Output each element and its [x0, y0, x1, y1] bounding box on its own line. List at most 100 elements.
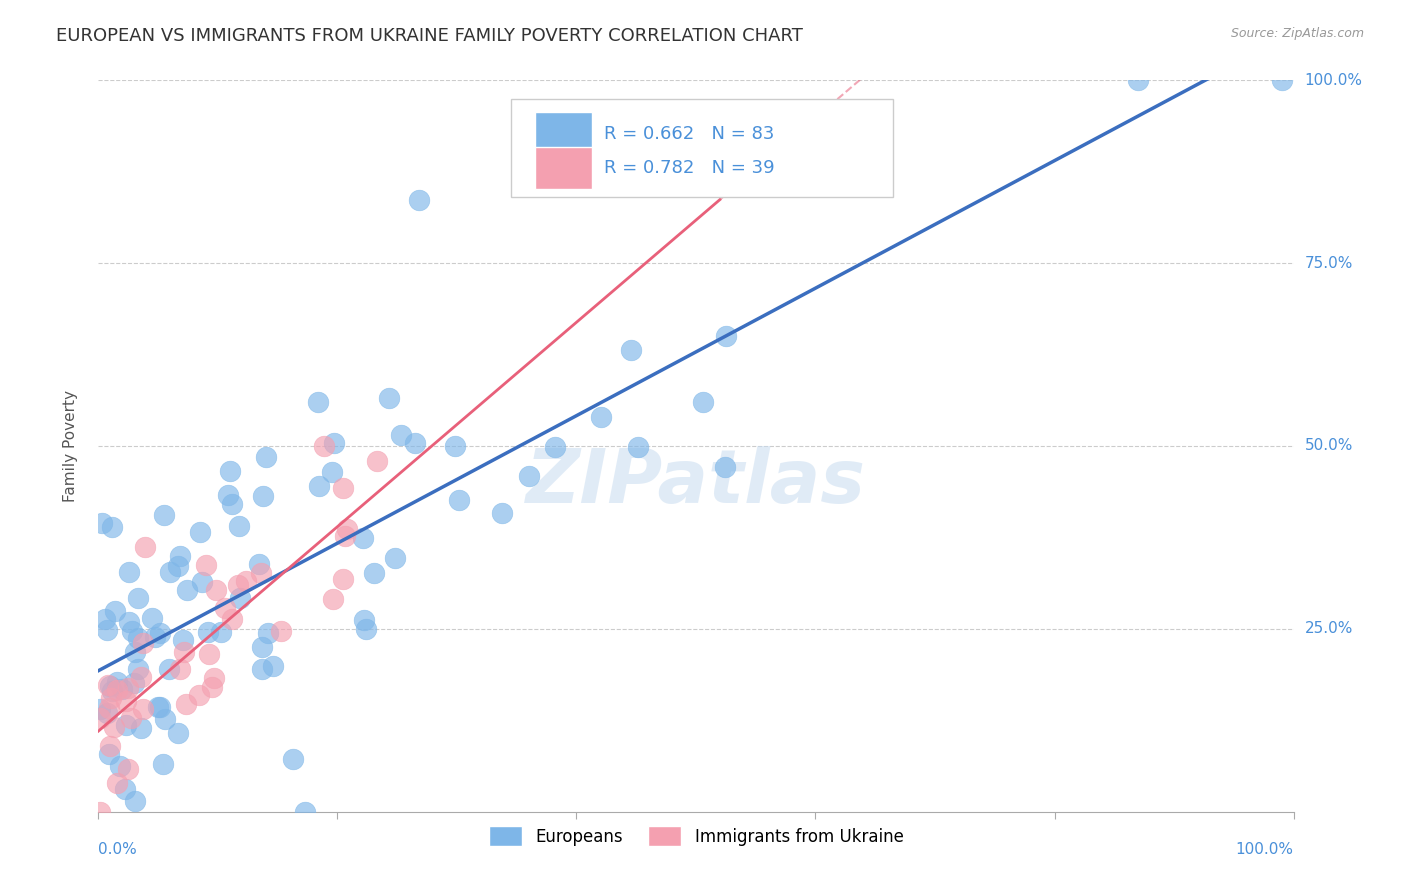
- Point: [217, 488, 239, 502]
- Point: [692, 395, 714, 409]
- Text: R = 0.662   N = 83: R = 0.662 N = 83: [605, 125, 775, 143]
- Point: [219, 464, 242, 478]
- Point: [98, 739, 121, 753]
- Point: [198, 647, 221, 661]
- Point: [252, 489, 274, 503]
- Point: [191, 575, 214, 590]
- Point: [221, 497, 243, 511]
- Point: [187, 689, 209, 703]
- Point: [713, 460, 735, 475]
- Point: [172, 633, 194, 648]
- Y-axis label: Family Poverty: Family Poverty: [63, 390, 77, 502]
- Point: [204, 582, 226, 597]
- Point: [352, 531, 374, 545]
- Point: [121, 624, 143, 639]
- Point: [93, 611, 115, 625]
- Point: [228, 518, 250, 533]
- Point: [209, 625, 232, 640]
- Point: [322, 591, 344, 606]
- FancyBboxPatch shape: [534, 112, 592, 155]
- Point: [201, 680, 224, 694]
- FancyBboxPatch shape: [510, 99, 893, 197]
- Point: [100, 679, 122, 693]
- Point: [111, 681, 134, 696]
- Point: [321, 465, 343, 479]
- Text: 25.0%: 25.0%: [1305, 622, 1353, 636]
- Point: [281, 752, 304, 766]
- Text: R = 0.782   N = 39: R = 0.782 N = 39: [605, 159, 775, 177]
- Point: [127, 631, 149, 645]
- Point: [159, 565, 181, 579]
- Point: [444, 439, 467, 453]
- Point: [132, 636, 155, 650]
- Point: [127, 662, 149, 676]
- Point: [110, 759, 132, 773]
- Point: [250, 640, 273, 655]
- Point: [114, 718, 136, 732]
- Point: [620, 343, 643, 357]
- Point: [270, 624, 292, 638]
- Point: [323, 436, 346, 450]
- Point: [129, 722, 152, 736]
- Point: [100, 691, 122, 706]
- Point: [129, 670, 152, 684]
- Point: [204, 671, 226, 685]
- Point: [544, 441, 567, 455]
- Point: [89, 805, 111, 819]
- Point: [124, 676, 146, 690]
- Point: [591, 409, 613, 424]
- Text: 100.0%: 100.0%: [1236, 842, 1294, 857]
- Point: [188, 524, 211, 539]
- Point: [378, 392, 401, 406]
- Point: [447, 493, 470, 508]
- Point: [1128, 73, 1150, 87]
- Point: [308, 478, 330, 492]
- Point: [152, 757, 174, 772]
- Point: [363, 566, 385, 580]
- Point: [173, 645, 195, 659]
- Point: [169, 549, 191, 563]
- Point: [155, 712, 177, 726]
- Point: [146, 700, 169, 714]
- Point: [96, 624, 118, 638]
- Legend: Europeans, Immigrants from Ukraine: Europeans, Immigrants from Ukraine: [481, 818, 911, 855]
- Point: [134, 540, 156, 554]
- Point: [141, 611, 163, 625]
- Point: [517, 468, 540, 483]
- Point: [235, 574, 257, 589]
- Point: [89, 711, 111, 725]
- Point: [105, 776, 128, 790]
- Point: [169, 663, 191, 677]
- Point: [1271, 73, 1294, 87]
- Point: [384, 550, 406, 565]
- Point: [149, 700, 172, 714]
- Point: [865, 161, 887, 175]
- Point: [118, 615, 141, 629]
- Point: [226, 577, 249, 591]
- Point: [105, 674, 128, 689]
- Point: [354, 622, 377, 636]
- Point: [98, 747, 121, 762]
- Point: [167, 558, 190, 573]
- Point: [101, 683, 124, 698]
- Point: [166, 725, 188, 739]
- Text: ZIPatlas: ZIPatlas: [526, 446, 866, 519]
- Point: [114, 782, 136, 797]
- Point: [114, 693, 136, 707]
- Point: [229, 591, 252, 606]
- Point: [103, 720, 125, 734]
- Point: [353, 613, 375, 627]
- Point: [250, 566, 273, 581]
- Point: [247, 557, 270, 571]
- Point: [132, 702, 155, 716]
- Point: [97, 678, 120, 692]
- Point: [143, 631, 166, 645]
- Point: [152, 508, 174, 522]
- Point: [314, 439, 336, 453]
- Point: [101, 520, 124, 534]
- Text: 100.0%: 100.0%: [1305, 73, 1362, 87]
- Point: [149, 625, 172, 640]
- Point: [262, 658, 284, 673]
- Point: [197, 624, 219, 639]
- Point: [117, 681, 139, 696]
